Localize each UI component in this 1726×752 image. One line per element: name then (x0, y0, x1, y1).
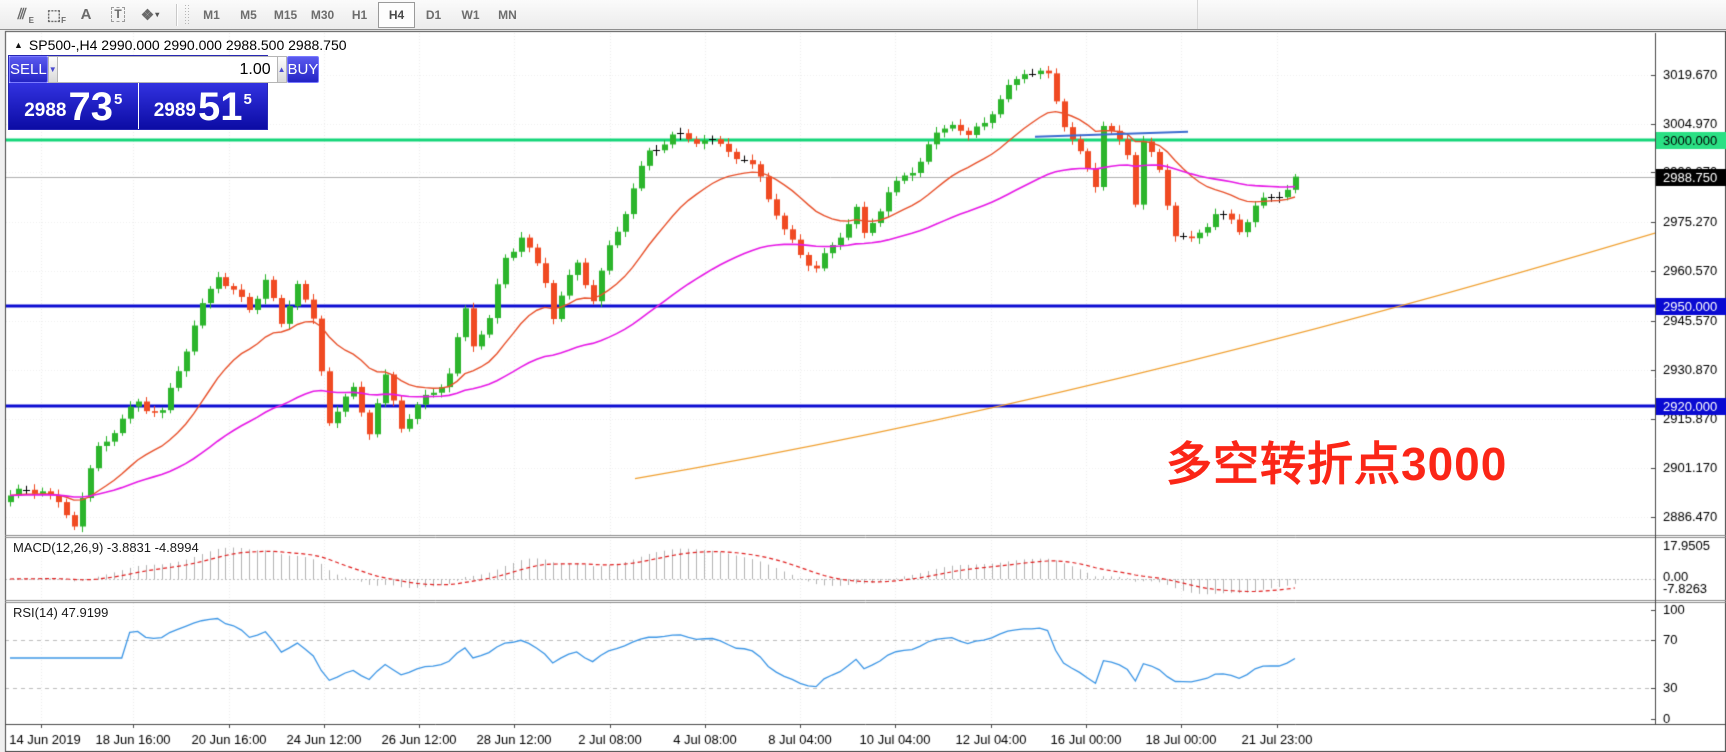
text-box-icon[interactable]: T (102, 2, 134, 28)
timeframe-button-h1[interactable]: H1 (351, 7, 368, 22)
toolbar-divider (1197, 0, 1198, 29)
toolbar-separator (176, 3, 178, 26)
buy-button[interactable]: BUY (286, 56, 320, 83)
buy-price-big: 51 (197, 85, 243, 129)
sell-price-small: 2988 (24, 100, 67, 121)
volume-decrease-button[interactable]: ▼ (47, 56, 58, 83)
grid-properties-icon[interactable]: ⬚ F (46, 6, 66, 25)
timeframe-button-m15[interactable]: M15 (273, 7, 298, 22)
timeframe-button-m1[interactable]: M1 (203, 7, 220, 22)
timeframe-button-h4[interactable]: H4 (378, 1, 415, 28)
sell-price-display[interactable]: 2988 73 5 (9, 83, 138, 129)
chart-text-annotation[interactable]: 多空转折点3000 (1166, 438, 1508, 490)
timeframe-button-d1[interactable]: D1 (425, 7, 442, 22)
one-click-trade-panel: SELL ▼ ▲ BUY 2988 73 5 2989 51 5 (8, 55, 320, 130)
buy-price-sup: 5 (243, 91, 252, 108)
timeframe-button-m5[interactable]: M5 (240, 7, 257, 22)
text-label-icon[interactable]: A (80, 6, 92, 23)
collapse-arrow-icon[interactable]: ▲ (14, 40, 23, 50)
sell-price-big: 73 (68, 85, 113, 129)
toolbar-drag-handle[interactable] (184, 3, 189, 26)
sell-price-sup: 5 (113, 91, 123, 108)
rsi-indicator-label: RSI(14) 47.9199 (13, 605, 109, 620)
sell-button[interactable]: SELL (9, 56, 48, 83)
buy-price-display[interactable]: 2989 51 5 (138, 83, 267, 129)
macd-indicator-label: MACD(12,26,9) -3.8831 -4.8994 (13, 540, 199, 555)
timeframe-button-mn[interactable]: MN (498, 7, 517, 22)
symbol-ohlc-text: SP500-,H4 2990.000 2990.000 2988.500 298… (28, 37, 347, 53)
timeframe-button-w1[interactable]: W1 (461, 7, 480, 22)
volume-increase-button[interactable]: ▲ (276, 56, 287, 83)
timeframe-buttons: M1 M5 M15 M30 H1 H4 D1 W1 MN (193, 1, 526, 28)
expert-advisors-icon[interactable]: ⫻ E (17, 6, 34, 25)
arrows-tool-icon[interactable]: ❖ ▾ (140, 6, 160, 24)
chart-title-bar: ▲ SP500-,H4 2990.000 2990.000 2988.500 2… (14, 37, 347, 53)
toolbar: ⫻ E ⬚ F A T ❖ ▾ M1 M5 M15 M30 H1 H4 D1 W1 MN (0, 0, 1726, 30)
timeframe-button-m30[interactable]: M30 (310, 7, 335, 22)
buy-price-small: 2989 (153, 100, 196, 121)
volume-input[interactable] (57, 56, 277, 83)
drawing-tools-group: ⫻ E ⬚ F A T ❖ ▾ (6, 2, 166, 28)
